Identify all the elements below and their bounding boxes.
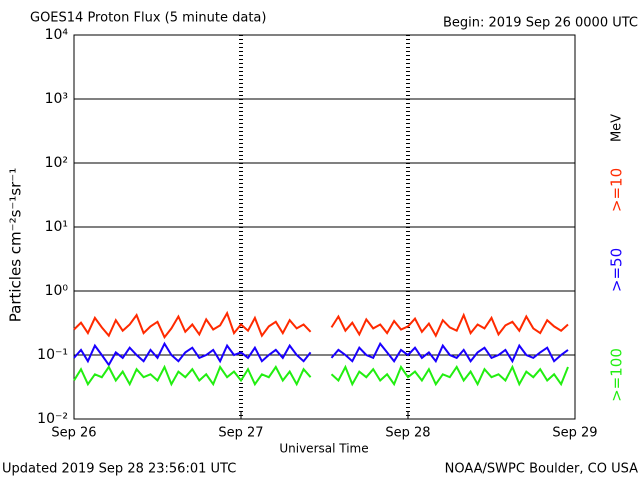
legend-label: >=50: [608, 248, 626, 292]
y-tick-label: 10⁻¹: [37, 347, 68, 363]
y-tick-label: 10⁰: [45, 283, 69, 299]
x-tick-label: Sep 29: [552, 426, 597, 441]
chart-subtitle: Begin: 2019 Sep 26 0000 UTC: [443, 16, 638, 31]
series-line: [73, 341, 569, 367]
legend-label: >=10: [608, 168, 626, 212]
x-tick-label: Sep 26: [51, 426, 96, 441]
x-tick-label: Sep 27: [218, 426, 263, 441]
legend-unit: MeV: [610, 114, 625, 142]
x-axis-label: Universal Time: [279, 442, 368, 456]
y-tick-label: 10³: [45, 91, 68, 107]
y-tick-label: 10⁴: [45, 27, 69, 43]
footer-left: Updated 2019 Sep 28 23:56:01 UTC: [2, 462, 236, 477]
series-line: [73, 364, 569, 387]
y-tick-label: 10⁻²: [37, 411, 68, 427]
y-tick-label: 10²: [45, 155, 68, 171]
x-tick-label: Sep 28: [385, 426, 430, 441]
chart-title: GOES14 Proton Flux (5 minute data): [30, 11, 266, 26]
y-axis-label: Particles cm⁻²s⁻¹sr⁻¹: [7, 168, 25, 322]
y-tick-label: 10¹: [45, 219, 68, 235]
footer-right: NOAA/SWPC Boulder, CO USA: [445, 462, 638, 477]
legend-label: >=100: [608, 348, 626, 402]
series-line: [73, 310, 569, 340]
